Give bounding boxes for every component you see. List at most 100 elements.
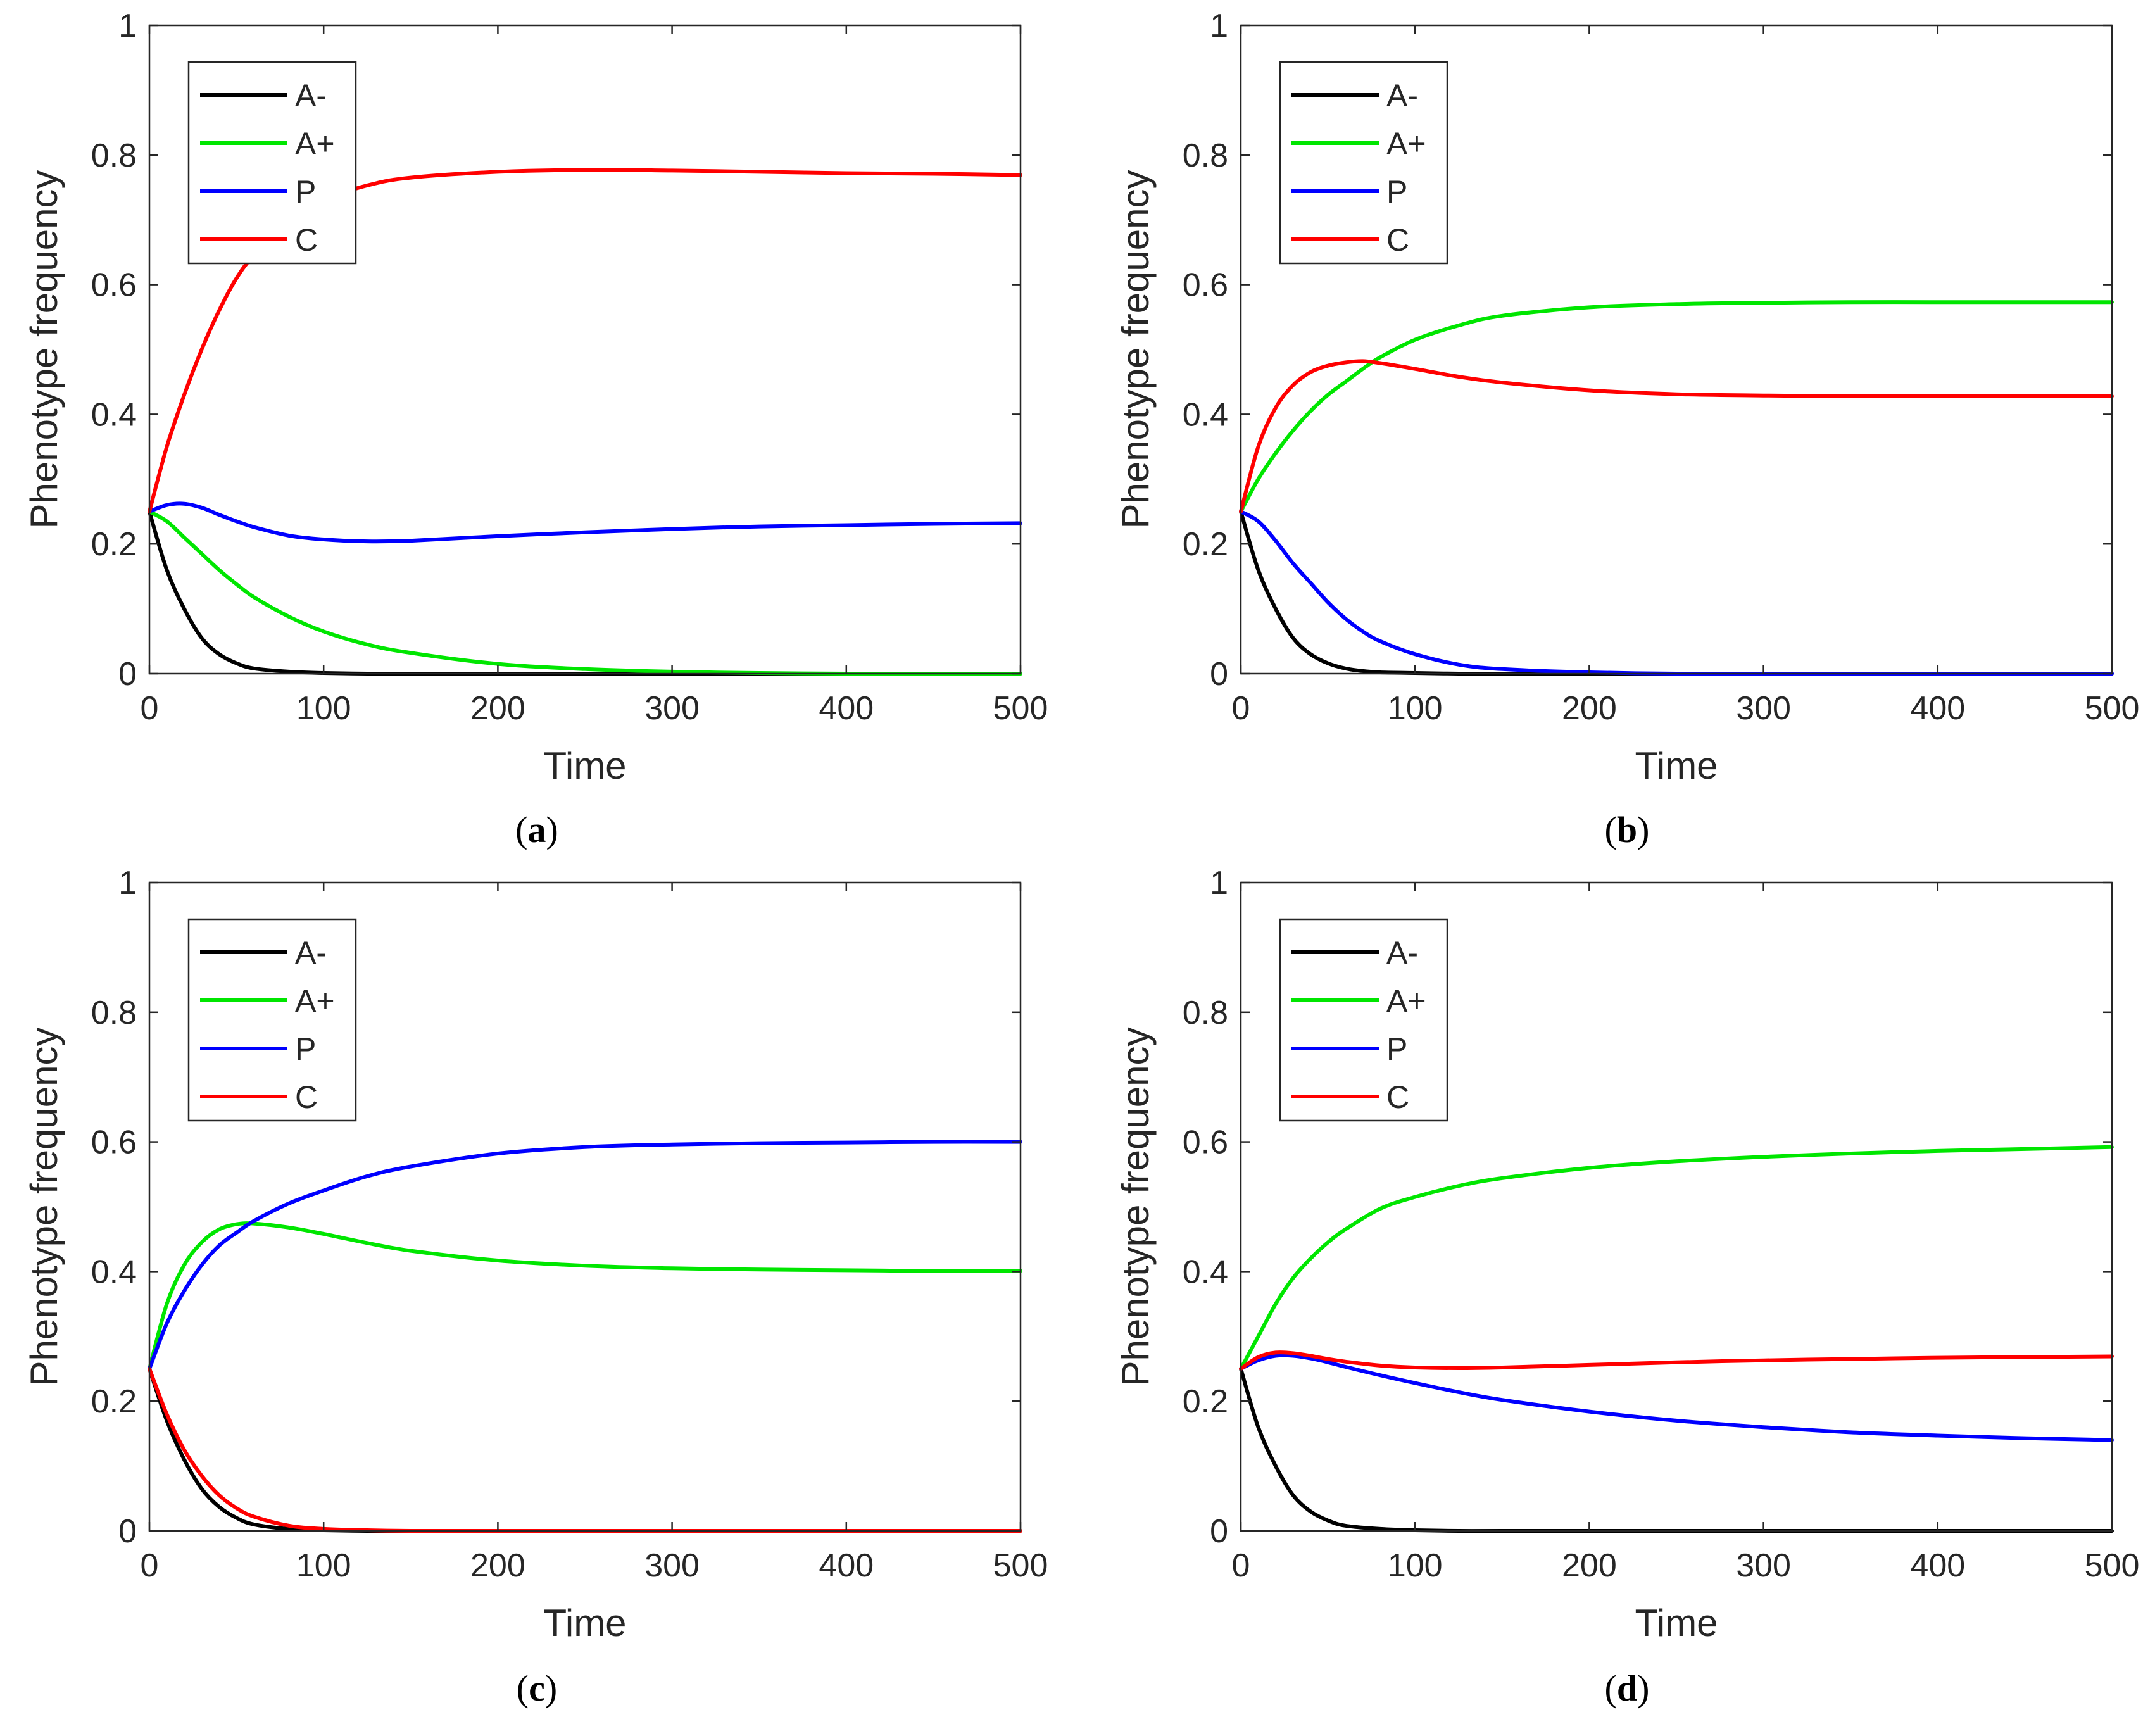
series-line-c xyxy=(148,168,1022,513)
y-tick-label: 0 xyxy=(118,656,137,693)
chart-panel-d: 0 100 200 300 400 500 0 0.2 0.4 0.6 0.8 1 Time Phenot… xyxy=(1114,865,2139,1709)
legend-entry: A- xyxy=(295,78,327,113)
x-tick-label: 100 xyxy=(296,690,351,727)
legend-entry: C xyxy=(1386,222,1409,258)
x-tick-label: 200 xyxy=(470,690,525,727)
y-tick-label: 0.6 xyxy=(91,267,137,304)
y-tick-label: 0.8 xyxy=(91,137,137,174)
y-axis-label: Phenotype frequency xyxy=(23,170,65,529)
y-tick-label: 0.8 xyxy=(91,995,137,1031)
legend-entry: A- xyxy=(295,935,327,971)
x-tick-label: 500 xyxy=(2085,1547,2140,1584)
legend: A- A+ PC xyxy=(1279,61,1448,265)
y-tick-label: 0.2 xyxy=(91,1383,137,1420)
legend: A- A+ PC xyxy=(187,918,357,1122)
x-tick-label: 0 xyxy=(1232,1547,1250,1584)
x-tick-label: 300 xyxy=(644,1547,700,1584)
x-tick-label: 200 xyxy=(470,1547,525,1584)
chart-panel-c: 0 100 200 300 400 500 0 0.2 0.4 0.6 0.8 1 Time Phenot… xyxy=(23,865,1048,1709)
x-tick-label: 100 xyxy=(1388,1547,1443,1584)
legend-entry: C xyxy=(295,222,318,258)
x-axis-label: Time xyxy=(1635,745,1718,787)
panel-label: (c) xyxy=(517,1668,557,1709)
x-tick-label: 300 xyxy=(644,690,700,727)
y-tick-label: 0 xyxy=(1210,656,1228,693)
y-tick-label: 0.4 xyxy=(1183,396,1228,433)
x-tick-label: 400 xyxy=(1910,690,1965,727)
x-tick-label: 100 xyxy=(296,1547,351,1584)
panel-label: (b) xyxy=(1605,809,1650,850)
x-axis-label: Time xyxy=(543,1602,626,1644)
series-line-p xyxy=(148,501,1022,544)
y-tick-label: 0.8 xyxy=(1183,995,1228,1031)
y-tick-label: 0.4 xyxy=(91,396,137,433)
y-axis-label: Phenotype frequency xyxy=(1114,1027,1157,1386)
legend: A- A+ PC xyxy=(187,61,357,265)
series-line-aplus xyxy=(1239,1145,2114,1371)
legend-box xyxy=(1279,61,1448,265)
x-axis-label: Time xyxy=(543,745,626,787)
series-line-aplus xyxy=(148,1221,1022,1371)
legend-box xyxy=(187,61,357,265)
y-tick-label: 1 xyxy=(1210,865,1228,902)
y-tick-label: 0 xyxy=(1210,1513,1228,1550)
y-tick-label: 1 xyxy=(118,8,137,44)
legend-entry: P xyxy=(1386,1031,1407,1067)
y-axis-label: Phenotype frequency xyxy=(23,1027,65,1386)
legend-entry: P xyxy=(295,174,316,210)
panel-label: (d) xyxy=(1605,1668,1650,1709)
axes-box xyxy=(148,881,1022,1532)
x-tick-label: 0 xyxy=(1232,690,1250,727)
series-line-aplus xyxy=(1239,300,2114,513)
y-axis-label: Phenotype frequency xyxy=(1114,170,1157,529)
axes-box xyxy=(148,24,1022,675)
y-tick-label: 0 xyxy=(118,1513,137,1550)
x-tick-label: 300 xyxy=(1736,1547,1791,1584)
y-tick-label: 1 xyxy=(118,865,137,902)
legend-entry: P xyxy=(295,1031,316,1067)
y-tick-label: 0.8 xyxy=(1183,137,1228,174)
legend-box xyxy=(1279,918,1448,1122)
legend-box xyxy=(187,918,357,1122)
x-tick-label: 0 xyxy=(141,690,159,727)
axes-box xyxy=(1240,24,2113,675)
legend-entry: A- xyxy=(1386,78,1418,113)
y-tick-label: 0.6 xyxy=(1183,267,1228,304)
x-tick-label: 0 xyxy=(141,1547,159,1584)
x-tick-label: 500 xyxy=(993,690,1048,727)
legend-entry: A+ xyxy=(295,983,335,1019)
series-line-p xyxy=(148,1140,1022,1371)
y-tick-label: 0.2 xyxy=(1183,526,1228,563)
axes-box xyxy=(1240,881,2113,1532)
panel-label: (a) xyxy=(515,809,558,850)
y-tick-label: 0.4 xyxy=(91,1254,137,1290)
series-line-c xyxy=(1239,1350,2114,1371)
legend-entry: P xyxy=(1386,174,1407,210)
series-line-c xyxy=(1239,359,2114,513)
series-line-p xyxy=(1239,1353,2114,1442)
x-tick-label: 200 xyxy=(1562,1547,1617,1584)
x-tick-label: 200 xyxy=(1562,690,1617,727)
y-tick-label: 0.6 xyxy=(1183,1124,1228,1161)
legend-entry: C xyxy=(1386,1079,1409,1115)
legend-entry: A+ xyxy=(295,126,335,161)
x-tick-label: 500 xyxy=(2085,690,2140,727)
y-tick-label: 0.2 xyxy=(1183,1383,1228,1420)
x-axis-label: Time xyxy=(1635,1602,1718,1644)
x-tick-label: 400 xyxy=(819,1547,874,1584)
legend-entry: A- xyxy=(1386,935,1418,971)
y-tick-label: 0.6 xyxy=(91,1124,137,1161)
chart-panel-a: 0 100 200 300 400 500 0 0.2 0.4 0.6 0.8 1 Time Phenot… xyxy=(23,8,1048,850)
x-tick-label: 500 xyxy=(993,1547,1048,1584)
legend-entry: C xyxy=(295,1079,318,1115)
y-tick-label: 1 xyxy=(1210,8,1228,44)
y-tick-label: 0.4 xyxy=(1183,1254,1228,1290)
x-tick-label: 100 xyxy=(1388,690,1443,727)
x-tick-label: 400 xyxy=(1910,1547,1965,1584)
y-tick-label: 0.2 xyxy=(91,526,137,563)
legend-entry: A+ xyxy=(1386,983,1426,1019)
x-tick-label: 300 xyxy=(1736,690,1791,727)
legend: A- A+ PC xyxy=(1279,918,1448,1122)
legend-entry: A+ xyxy=(1386,126,1426,161)
